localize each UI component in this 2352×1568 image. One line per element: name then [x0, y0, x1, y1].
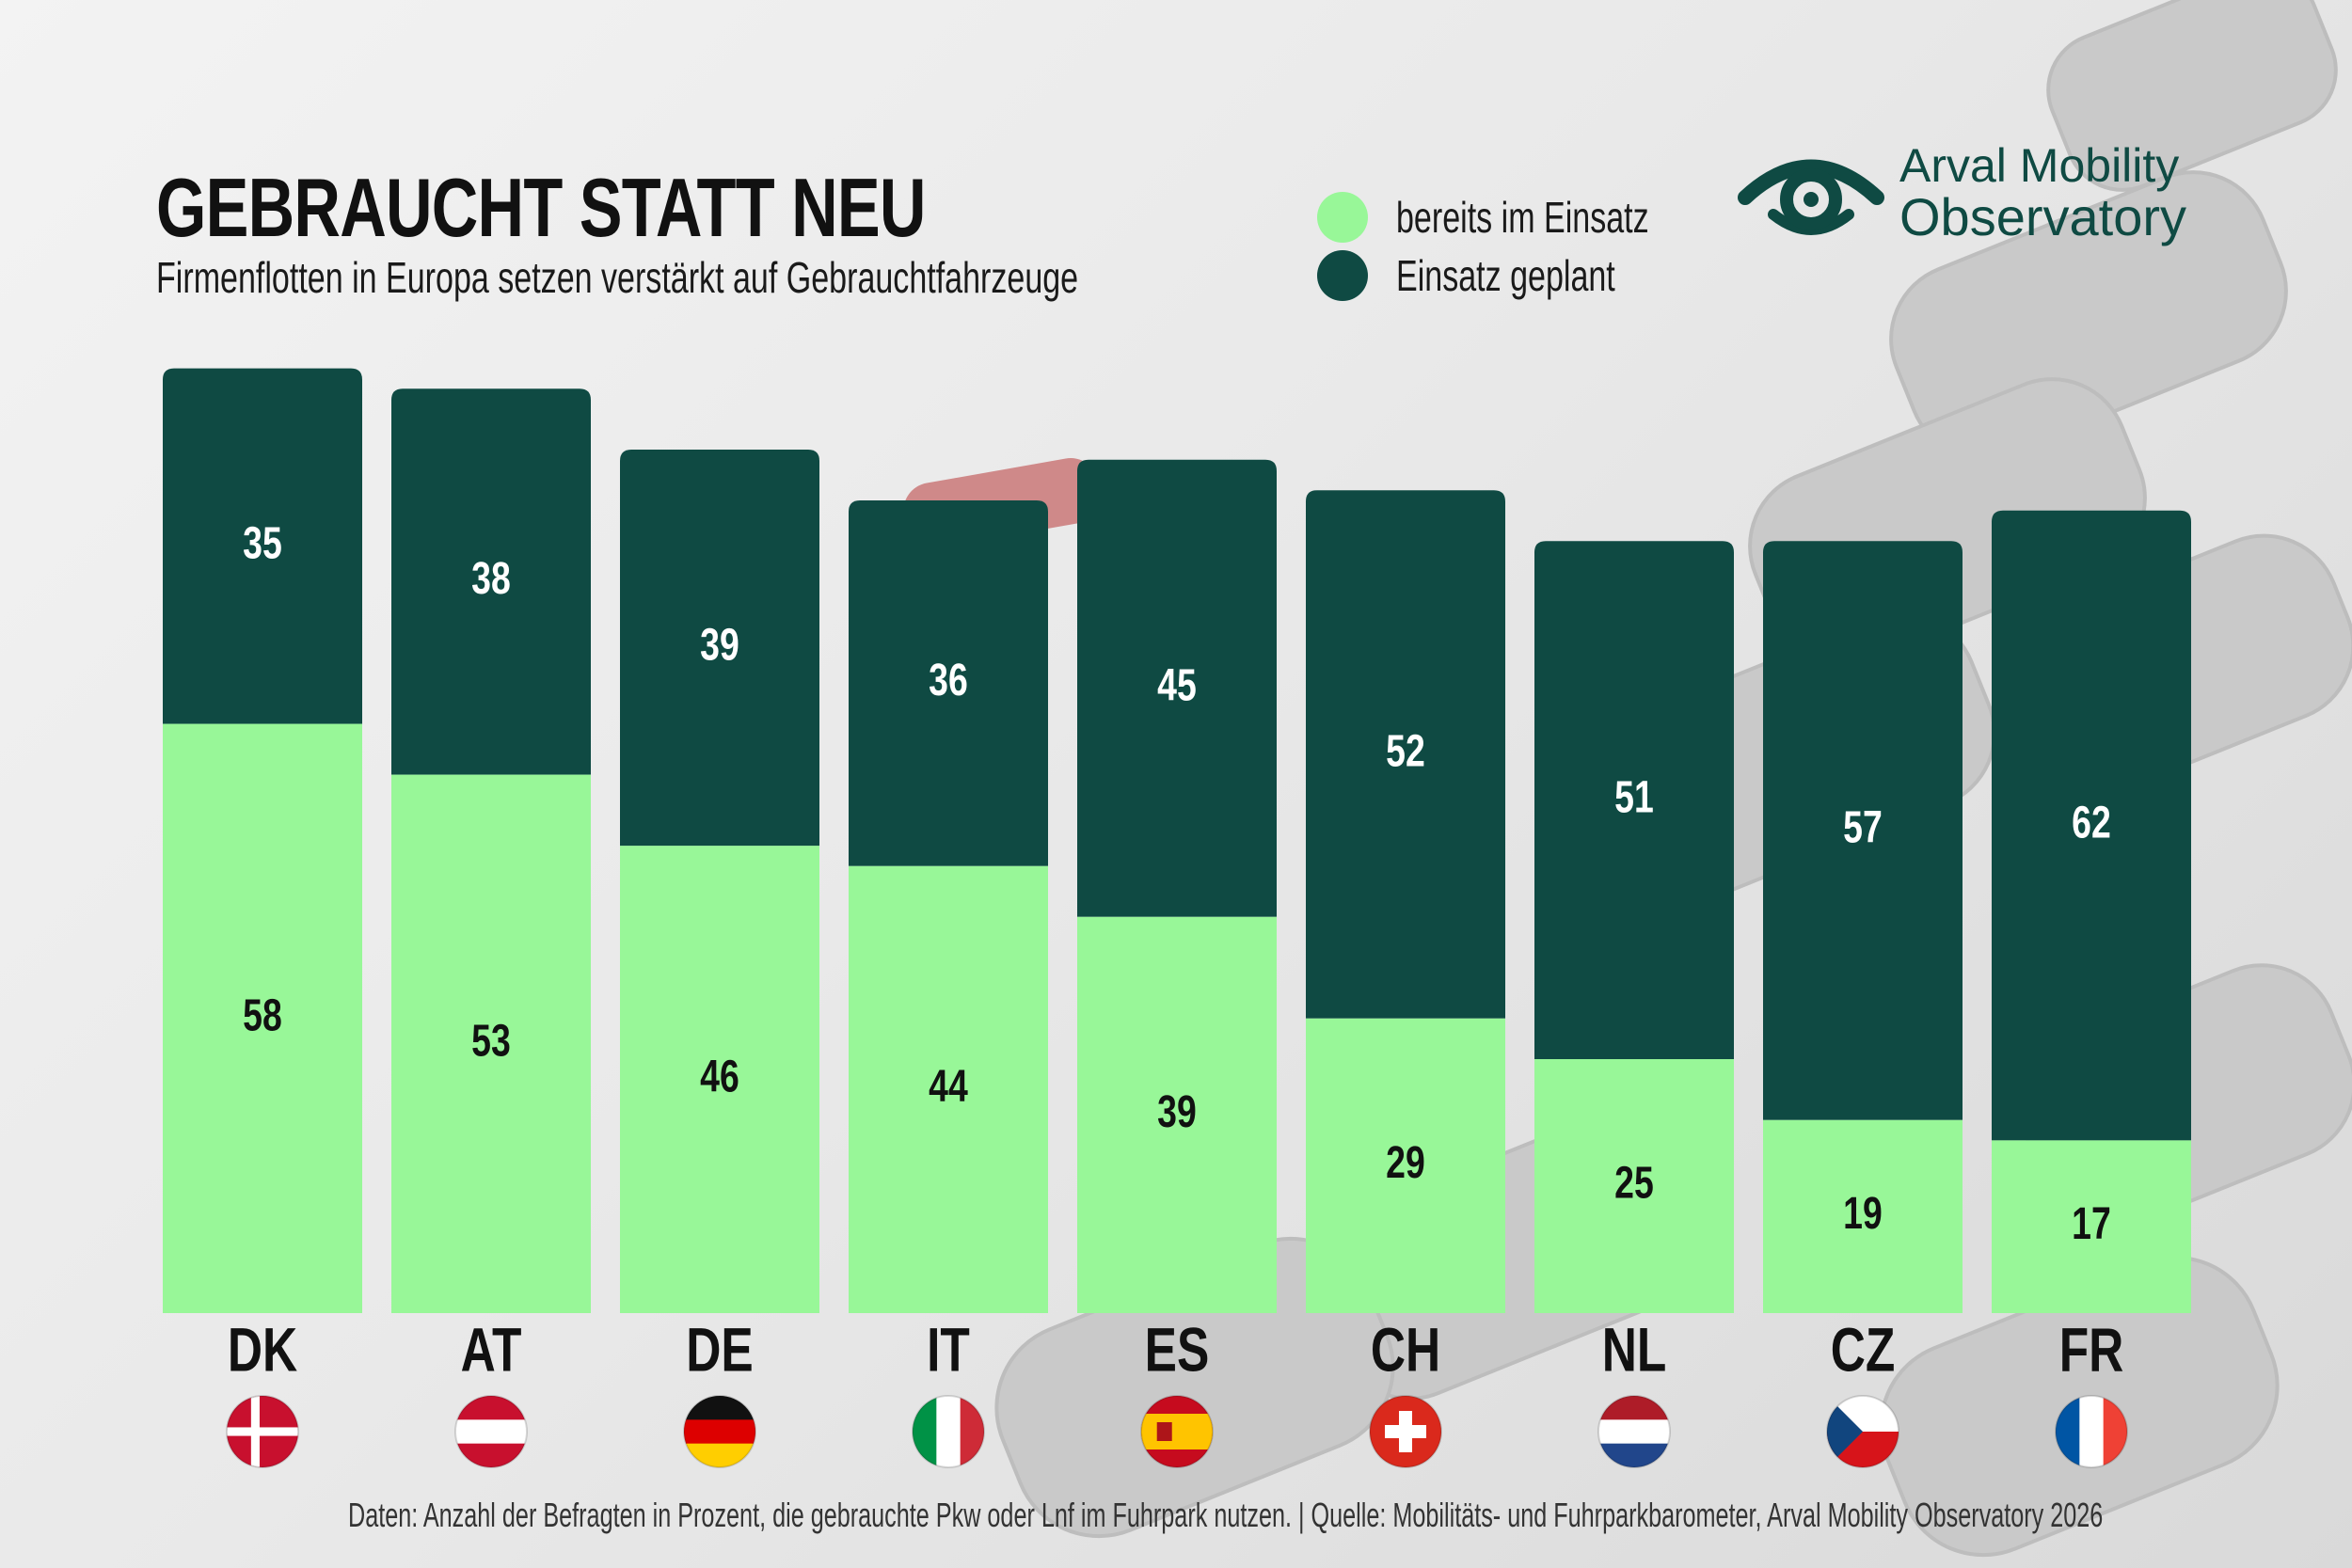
denmark-flag-icon — [226, 1395, 299, 1468]
category-label-nl: NL — [1602, 1314, 1667, 1385]
value-label-planned-ch: 52 — [1386, 726, 1425, 777]
bar-used-dk — [163, 723, 362, 1313]
value-label-planned-es: 45 — [1157, 660, 1197, 711]
legend-label-used: bereits im Einsatz — [1396, 193, 1649, 242]
category-label-at: AT — [461, 1314, 522, 1385]
category-label-cz: CZ — [1831, 1314, 1896, 1385]
bar-used-fr — [1992, 1140, 2191, 1313]
bar-used-es — [1077, 916, 1277, 1313]
chart-title: GEBRAUCHT STATT NEU — [156, 161, 926, 254]
category-label-ch: CH — [1371, 1314, 1440, 1385]
value-label-planned-dk: 35 — [243, 518, 282, 569]
germany-flag-icon — [683, 1395, 756, 1468]
value-label-used-it: 44 — [929, 1062, 968, 1113]
category-label-de: DE — [686, 1314, 753, 1385]
bar-planned-ch — [1306, 490, 1505, 1019]
bar-planned-dk — [163, 368, 362, 724]
source-footnote: Daten: Anzahl der Befragten in Prozent, … — [348, 1496, 2104, 1534]
bar-used-nl — [1534, 1059, 1734, 1313]
bar-planned-fr — [1992, 510, 2191, 1141]
category-label-dk: DK — [228, 1314, 298, 1385]
value-label-planned-it: 36 — [929, 656, 968, 706]
france-flag-icon — [2055, 1395, 2128, 1468]
value-label-used-cz: 19 — [1843, 1189, 1883, 1240]
legend-item-planned: Einsatz geplant — [1317, 246, 1738, 305]
bar-used-at — [391, 774, 591, 1313]
category-label-it: IT — [927, 1314, 970, 1385]
value-label-used-nl: 25 — [1614, 1158, 1654, 1209]
value-label-planned-at: 38 — [471, 554, 511, 605]
bar-planned-cz — [1763, 541, 1963, 1120]
value-label-planned-de: 39 — [700, 620, 739, 671]
chart-subtitle: Firmenflotten in Europa setzen verstärkt… — [156, 253, 1079, 302]
bar-planned-es — [1077, 459, 1277, 917]
bar-used-it — [849, 865, 1048, 1313]
italy-flag-icon — [912, 1395, 985, 1468]
czechia-flag-icon — [1826, 1395, 1899, 1468]
value-label-planned-cz: 57 — [1843, 802, 1883, 853]
bar-used-cz — [1763, 1119, 1963, 1313]
value-label-used-fr: 17 — [2072, 1199, 2111, 1250]
bar-planned-nl — [1534, 541, 1734, 1059]
category-label-es: ES — [1145, 1314, 1210, 1385]
switzerland-flag-icon — [1369, 1395, 1442, 1468]
netherlands-flag-icon — [1597, 1395, 1671, 1468]
value-label-planned-fr: 62 — [2072, 798, 2111, 848]
arval-logo: Arval Mobility Observatory — [1736, 141, 2186, 245]
legend-item-used: bereits im Einsatz — [1317, 188, 1738, 246]
value-label-used-at: 53 — [471, 1016, 511, 1067]
legend-swatch-planned — [1317, 250, 1368, 301]
legend: bereits im Einsatz Einsatz geplant — [1317, 188, 1738, 305]
spain-flag-icon — [1140, 1395, 1214, 1468]
value-label-used-ch: 29 — [1386, 1138, 1425, 1189]
value-label-used-de: 46 — [700, 1052, 739, 1102]
value-label-used-dk: 58 — [243, 990, 282, 1041]
value-label-planned-nl: 51 — [1614, 772, 1654, 823]
legend-label-planned: Einsatz geplant — [1396, 251, 1615, 300]
bar-used-de — [620, 846, 819, 1313]
austria-flag-icon — [454, 1395, 528, 1468]
category-label-fr: FR — [2059, 1314, 2124, 1385]
logo-line-2: Observatory — [1899, 187, 2186, 246]
bar-planned-at — [391, 388, 591, 775]
eye-logo-icon — [1738, 159, 1884, 235]
logo-line-1: Arval Mobility — [1899, 139, 2180, 192]
legend-swatch-used — [1317, 192, 1368, 243]
bar-planned-de — [620, 450, 819, 847]
bar-planned-it — [849, 500, 1048, 866]
value-label-used-es: 39 — [1157, 1087, 1197, 1138]
bar-used-ch — [1306, 1018, 1505, 1313]
